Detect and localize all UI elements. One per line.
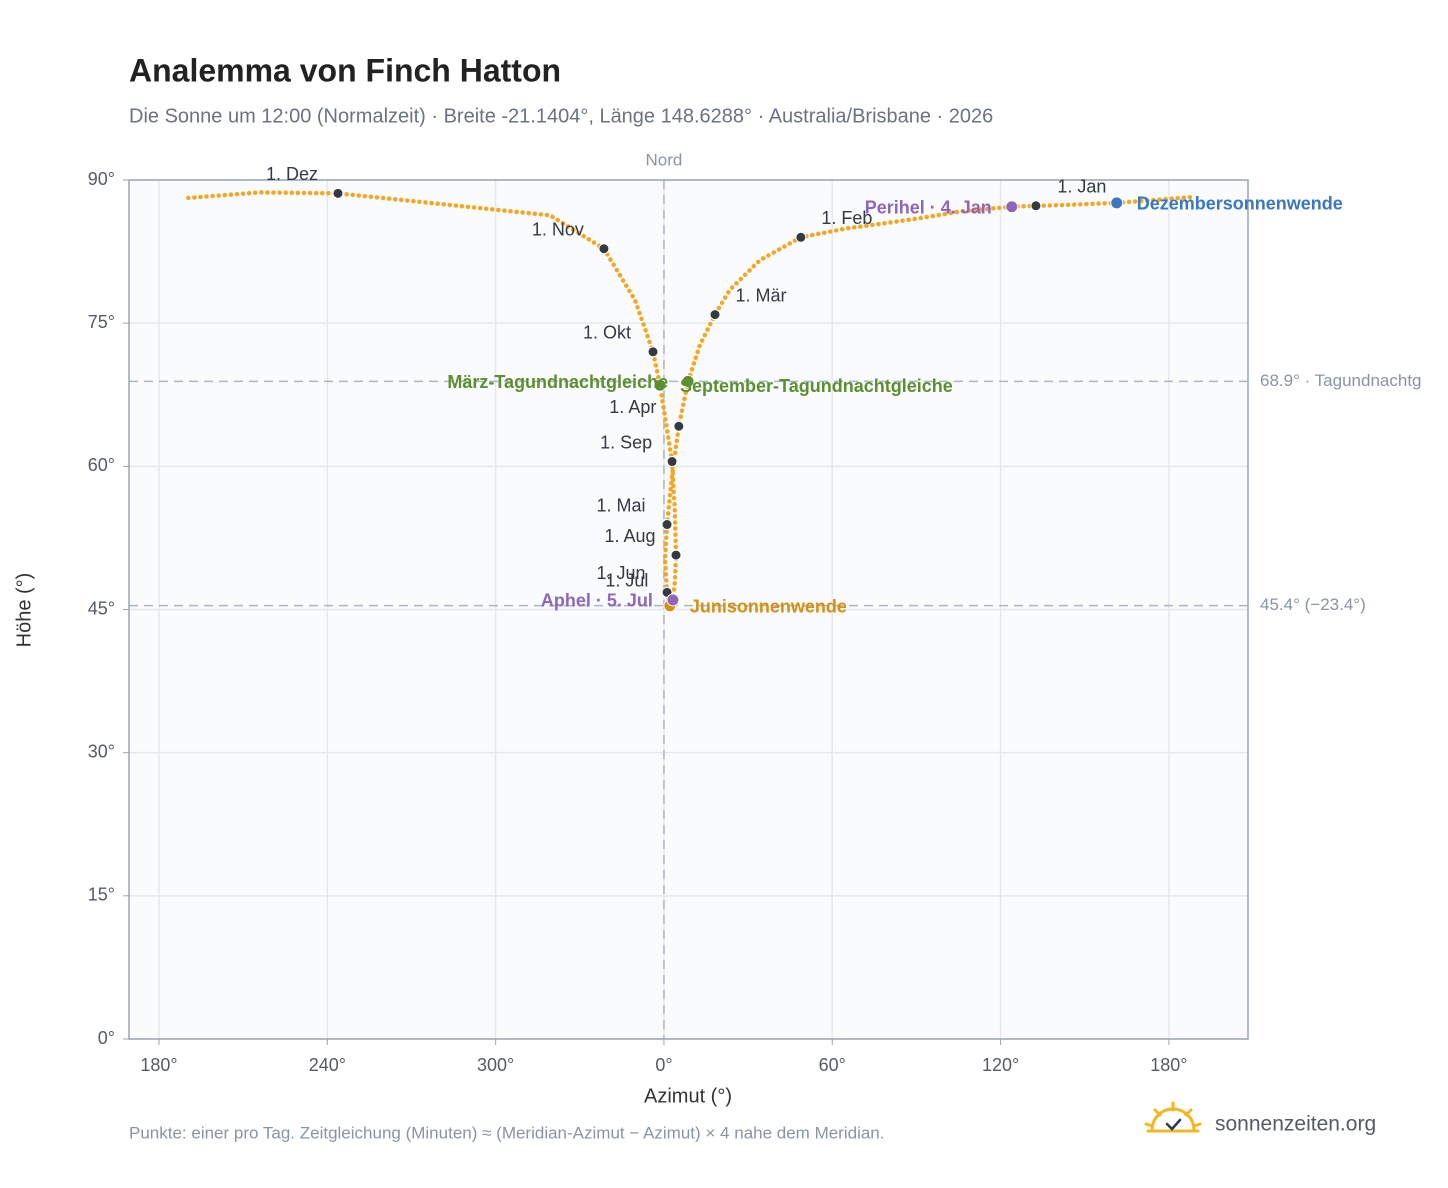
month-marker bbox=[598, 243, 610, 255]
month-label: 1. Dez bbox=[266, 164, 318, 184]
event-marker bbox=[653, 378, 667, 392]
event-label: September-Tagundnachtgleiche bbox=[680, 376, 953, 396]
y-tick-label: 60° bbox=[88, 455, 115, 475]
reference-label: 45.4° (−23.4°) bbox=[1260, 595, 1366, 614]
x-tick-label: 240° bbox=[309, 1055, 346, 1075]
month-label: 1. Mär bbox=[736, 285, 787, 305]
month-marker bbox=[661, 519, 673, 531]
event-label: Perihel · 4. Jan bbox=[865, 197, 992, 217]
y-tick-label: 75° bbox=[88, 312, 115, 332]
x-axis-label: Azimut (°) bbox=[644, 1085, 732, 1107]
chart-title: Analemma von Finch Hatton bbox=[129, 52, 561, 88]
event-marker bbox=[681, 374, 695, 388]
month-label: 1. Jun bbox=[597, 563, 646, 583]
month-label: 1. Jul bbox=[605, 571, 648, 591]
month-marker bbox=[670, 549, 682, 561]
event-marker bbox=[666, 593, 680, 607]
month-marker bbox=[332, 187, 344, 199]
reference-label: 68.9° · Tagundnachtg bbox=[1260, 371, 1422, 390]
logo-icon bbox=[1144, 1101, 1202, 1133]
month-marker bbox=[795, 231, 807, 243]
month-marker bbox=[647, 346, 659, 358]
event-label: Aphel · 5. Jul bbox=[541, 591, 653, 611]
event-label: März-Tagundnachtgleiche bbox=[447, 372, 668, 392]
month-marker bbox=[1030, 200, 1042, 212]
data bbox=[183, 187, 1193, 613]
analemma-curve bbox=[183, 190, 1193, 608]
month-marker bbox=[666, 456, 678, 468]
meridian-label: Nord bbox=[646, 150, 683, 169]
x-tick-label: 180° bbox=[1150, 1055, 1187, 1075]
x-tick-label: 0° bbox=[655, 1055, 672, 1075]
y-axis-label: Höhe (°) bbox=[13, 573, 35, 648]
month-label: 1. Nov bbox=[532, 219, 584, 239]
footnote: Punkte: einer pro Tag. Zeitgleichung (Mi… bbox=[129, 1123, 885, 1142]
month-label: 1. Jan bbox=[1057, 177, 1106, 197]
month-label: 1. Feb bbox=[821, 208, 872, 228]
x-tick-label: 120° bbox=[982, 1055, 1019, 1075]
y-tick-label: 15° bbox=[88, 885, 115, 905]
y-tick-label: 0° bbox=[98, 1028, 115, 1048]
event-marker bbox=[1005, 200, 1019, 214]
y-tick-label: 90° bbox=[88, 169, 115, 189]
month-marker bbox=[709, 309, 721, 321]
event-label: Dezembersonnenwende bbox=[1137, 194, 1343, 214]
x-tick-label: 180° bbox=[140, 1055, 177, 1075]
month-label: 1. Okt bbox=[583, 323, 631, 343]
grid bbox=[129, 179, 1248, 1040]
month-label: 1. Sep bbox=[600, 432, 652, 452]
chart-subtitle: Die Sonne um 12:00 (Normalzeit) · Breite… bbox=[129, 105, 993, 127]
month-label: 1. Aug bbox=[604, 526, 655, 546]
month-label: 1. Mai bbox=[597, 495, 646, 515]
month-label: 1. Apr bbox=[609, 397, 656, 417]
y-tick-label: 30° bbox=[88, 741, 115, 761]
x-tick-label: 300° bbox=[477, 1055, 514, 1075]
event-label: Junisonnenwende bbox=[690, 596, 847, 616]
month-marker bbox=[673, 420, 685, 432]
x-tick-label: 60° bbox=[819, 1055, 846, 1075]
y-tick-label: 45° bbox=[88, 598, 115, 618]
event-marker bbox=[1110, 196, 1124, 210]
site-name: sonnenzeiten.org bbox=[1215, 1113, 1376, 1136]
